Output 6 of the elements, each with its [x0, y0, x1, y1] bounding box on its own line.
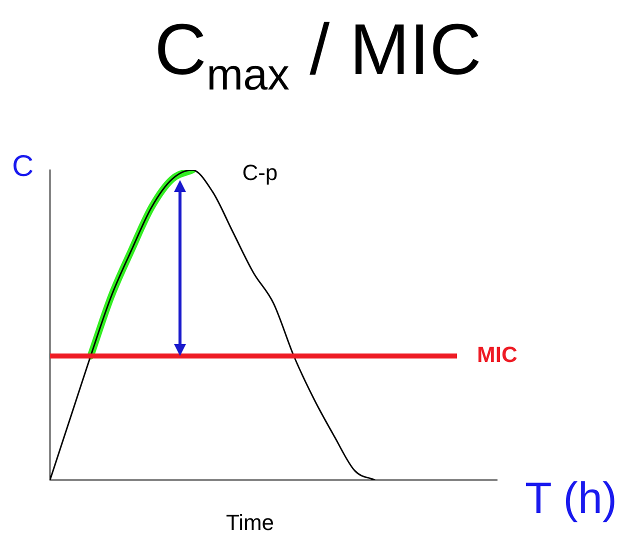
y-axis-title: C: [12, 150, 34, 184]
ref-line-label: MIC: [477, 342, 518, 368]
annotation: C-p: [242, 160, 278, 186]
text: T (h): [525, 474, 618, 524]
x-axis-title: Time: [224, 510, 276, 536]
chart-title: C$_{max}$ / MIC: [153, 9, 483, 102]
